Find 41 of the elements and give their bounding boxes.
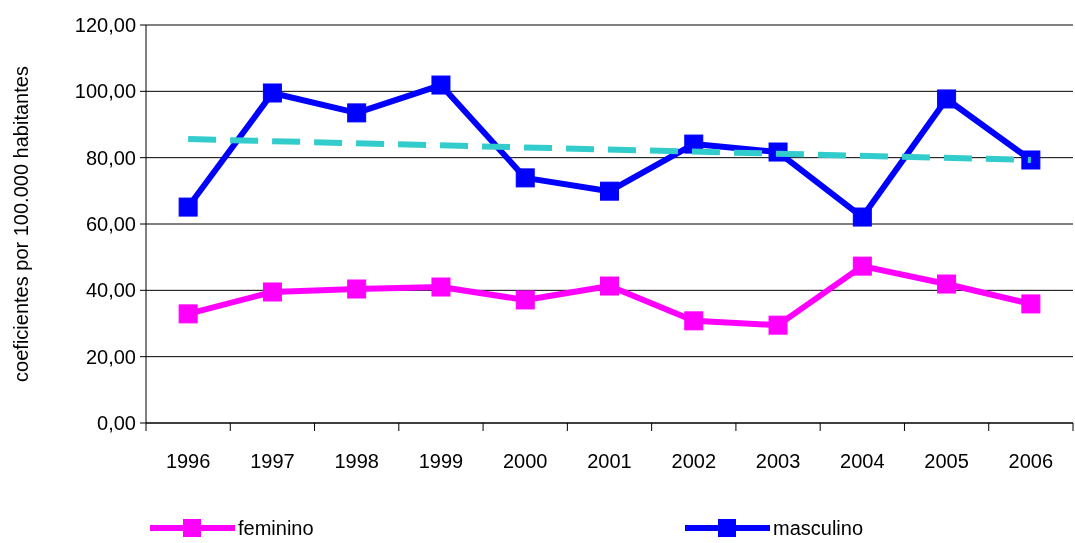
legend-label: masculino xyxy=(773,517,864,539)
x-tick-label: 2005 xyxy=(924,450,969,472)
point xyxy=(937,274,957,294)
point xyxy=(515,168,535,188)
x-tick-label: 2004 xyxy=(840,450,885,472)
y-tick-label: 0,00 xyxy=(97,412,136,434)
x-tick-label: 2003 xyxy=(755,450,801,472)
point xyxy=(347,279,367,299)
point xyxy=(1021,150,1041,170)
point xyxy=(431,75,451,95)
point xyxy=(178,304,198,324)
x-tick-label: 2002 xyxy=(671,450,717,472)
point xyxy=(937,89,957,109)
point xyxy=(852,207,872,227)
y-tick-label: 40,00 xyxy=(85,279,136,302)
x-tick-label: 1998 xyxy=(334,450,379,472)
point xyxy=(262,282,282,302)
x-tick-label: 1999 xyxy=(418,450,464,472)
point xyxy=(684,311,704,331)
point xyxy=(852,256,872,276)
point xyxy=(431,277,451,297)
x-tick-label: 2001 xyxy=(587,450,632,472)
point xyxy=(262,83,282,103)
y-tick-label: 80,00 xyxy=(85,146,136,169)
x-tick-label: 2006 xyxy=(1008,450,1054,472)
y-tick-label: 60,00 xyxy=(85,213,136,235)
point xyxy=(347,103,367,123)
y-tick-label: 120,00 xyxy=(74,14,136,36)
point xyxy=(600,276,619,296)
point xyxy=(515,290,535,310)
point xyxy=(178,197,198,217)
y-axis-title: coeficientes por 100.000 habitantes xyxy=(10,66,32,382)
y-tick-label: 100,00 xyxy=(74,80,136,103)
point xyxy=(768,315,788,335)
x-tick-label: 1996 xyxy=(165,450,211,472)
y-tick-label: 20,00 xyxy=(85,345,136,368)
x-tick-label: 1997 xyxy=(250,450,295,472)
point xyxy=(600,181,619,201)
point xyxy=(1021,294,1041,314)
x-tick-label: 2000 xyxy=(502,450,548,472)
legend-label: feminino xyxy=(238,517,314,539)
